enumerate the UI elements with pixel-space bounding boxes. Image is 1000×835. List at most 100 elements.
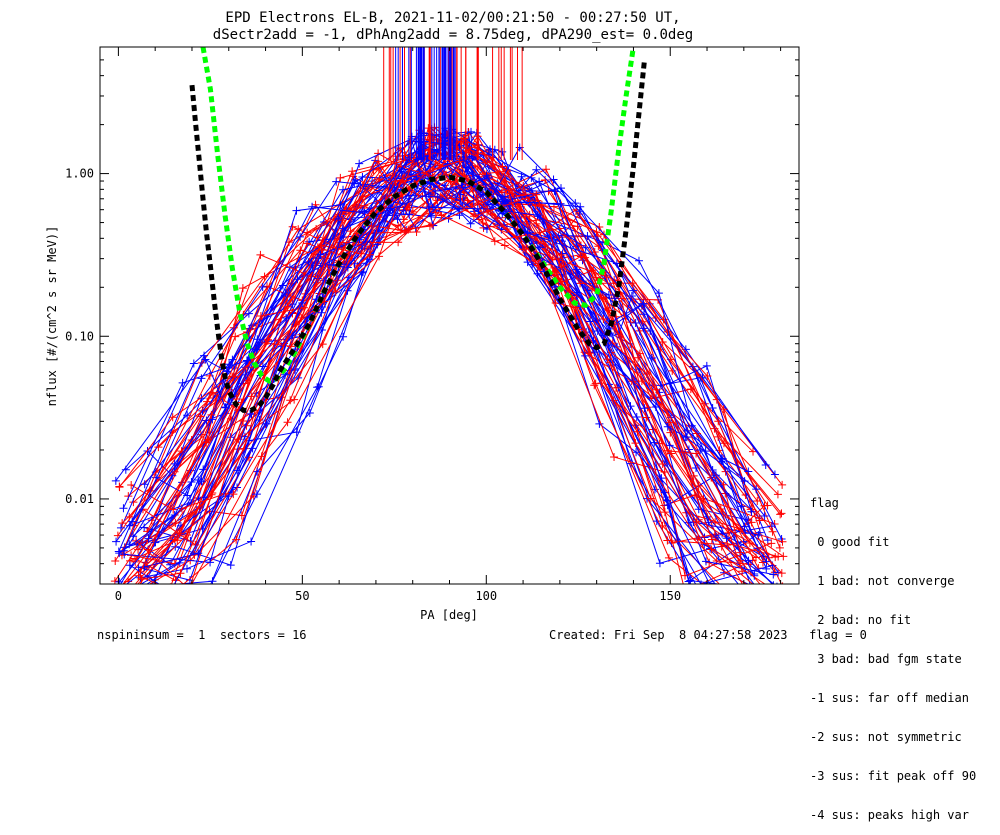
series-point [119, 546, 128, 555]
series-point [206, 558, 215, 567]
series-point [626, 318, 635, 327]
y-tick-label: 1.00 [65, 167, 94, 181]
legend-item: 1 bad: not converge [810, 574, 955, 588]
x-tick-label: 100 [475, 589, 497, 603]
series-point [571, 199, 580, 208]
series-point [121, 587, 129, 595]
x-tick-label: 0 [115, 589, 122, 603]
series-point [339, 185, 348, 194]
series-point [226, 561, 235, 570]
series-point [610, 453, 619, 462]
series-point [238, 284, 247, 293]
series-point [173, 536, 182, 545]
series-point [130, 587, 138, 595]
series-point [576, 202, 585, 211]
series-point [191, 540, 200, 549]
series-point [604, 290, 613, 299]
series-point [694, 481, 703, 490]
series-point [694, 535, 703, 544]
series-point [355, 159, 364, 168]
series-point [405, 210, 414, 219]
series-point [771, 553, 780, 562]
series-point [683, 426, 692, 435]
series-point [282, 314, 291, 323]
series-point [692, 449, 701, 458]
series-point [233, 466, 242, 475]
series-point [406, 224, 415, 233]
series-point [166, 587, 174, 595]
series-point [637, 377, 646, 386]
series-point [663, 422, 672, 431]
series-point [697, 580, 706, 584]
series-point [308, 202, 317, 211]
series-point [711, 518, 720, 527]
series-point [111, 476, 120, 485]
series-point [700, 533, 709, 542]
fit-curve-layer [189, 47, 647, 413]
axis-layer: 0 50 100 150 0.01 0.10 1.00 [65, 46, 799, 603]
series-point [541, 165, 550, 174]
series-point [665, 441, 674, 450]
series-point [722, 534, 731, 543]
series-point [200, 351, 209, 360]
series-point [317, 308, 326, 317]
series-point [701, 447, 710, 456]
x-tick-label: 150 [659, 589, 681, 603]
series-point [498, 162, 507, 171]
series-point [185, 585, 193, 593]
series-point [777, 569, 786, 578]
series-point [442, 170, 451, 179]
series-point [632, 448, 641, 457]
series-point [256, 250, 265, 259]
series-point [115, 483, 124, 492]
series-point [747, 507, 756, 516]
series-point [663, 446, 672, 455]
series-point [760, 587, 768, 595]
series-point [758, 587, 766, 595]
series-point [762, 557, 771, 566]
series-point [736, 556, 745, 565]
fit-curve-black [189, 59, 647, 413]
series-point [692, 429, 701, 438]
series-point [581, 253, 590, 262]
series-point [247, 392, 256, 401]
series-point [169, 505, 178, 514]
series-point [125, 587, 133, 595]
series-point [132, 587, 140, 595]
series-point [535, 177, 544, 186]
series-point [140, 480, 149, 489]
series-point [258, 283, 267, 292]
series-point [209, 388, 218, 397]
series-point [740, 477, 749, 486]
series-point [753, 587, 761, 595]
series-point [231, 332, 240, 341]
series-point [595, 419, 604, 428]
series-point [125, 561, 134, 570]
series-point [755, 587, 763, 595]
series-point [375, 252, 384, 261]
series-point [137, 575, 146, 584]
series-point [239, 416, 248, 425]
series-point [586, 317, 595, 326]
series-point [374, 157, 383, 166]
series-point [750, 571, 759, 580]
series-point [425, 222, 434, 231]
series-point [533, 269, 542, 278]
series-point [633, 427, 642, 436]
series-point [469, 212, 478, 221]
series-point [532, 219, 541, 228]
series-point [176, 569, 185, 578]
series-point [703, 371, 712, 380]
series-point [332, 177, 341, 186]
series-point [168, 413, 177, 422]
legend-item: -3 sus: fit peak off 90 [810, 769, 977, 783]
series-point [373, 240, 382, 249]
series-point [702, 361, 711, 370]
legend-item: -4 sus: peaks high var [810, 808, 969, 822]
series-point [681, 587, 689, 595]
series-point [740, 522, 749, 531]
series-point [755, 587, 763, 595]
series-point [182, 530, 191, 539]
series-point [576, 279, 585, 288]
series-point [747, 518, 756, 527]
